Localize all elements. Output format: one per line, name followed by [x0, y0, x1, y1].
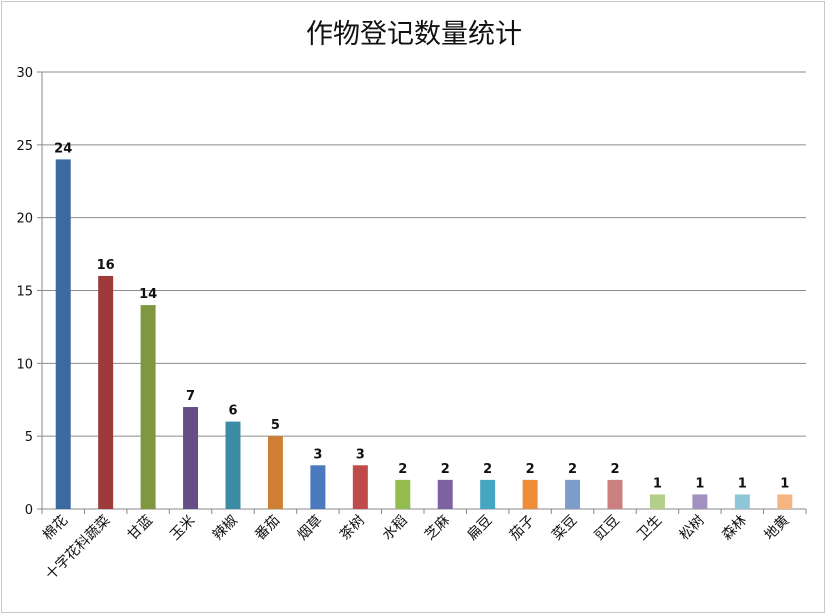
y-tick-label: 15: [16, 285, 33, 300]
bar: [55, 159, 71, 509]
data-label: 16: [97, 258, 115, 273]
category-label: 芝麻: [422, 513, 453, 544]
category-label: 森林: [719, 513, 750, 544]
category-label: 玉米: [167, 513, 198, 544]
bar: [352, 465, 368, 509]
bar: [522, 479, 538, 509]
bar: [267, 436, 283, 509]
bars: 24 16 14 7 6 5 3 3 2 2 2 2 2 2 1 1 1 1: [54, 141, 793, 509]
y-tick-label: 25: [16, 139, 33, 154]
bar: [649, 494, 665, 509]
bar: [734, 494, 750, 509]
y-tick-label: 10: [16, 357, 33, 372]
data-label: 2: [398, 462, 407, 477]
y-axis: 0 5 10 15 20 25 30: [16, 66, 43, 518]
category-label: 卫生: [634, 513, 665, 544]
bar: [225, 421, 241, 509]
data-label: 2: [526, 462, 535, 477]
y-tick-label: 5: [25, 430, 33, 445]
data-label: 3: [313, 447, 322, 462]
bar: [395, 479, 411, 509]
category-label: 茄子: [506, 512, 538, 544]
bar: [692, 494, 708, 509]
category-label: 地黄: [761, 512, 793, 544]
data-label: 2: [568, 462, 577, 477]
bar: [183, 407, 199, 509]
bar: [437, 479, 453, 509]
category-label: 番茄: [251, 512, 283, 544]
data-label: 14: [139, 287, 157, 302]
category-label: 烟草: [295, 513, 326, 544]
data-label: 5: [271, 418, 280, 433]
data-label: 1: [738, 476, 747, 491]
category-label: 扁豆: [464, 513, 495, 544]
category-label: 甘蓝: [125, 513, 156, 544]
y-tick-label: 30: [16, 66, 33, 81]
y-tick-label: 0: [25, 503, 33, 518]
bar: [98, 275, 114, 509]
data-label: 6: [228, 404, 237, 419]
data-label: 3: [356, 447, 365, 462]
category-label: 菜豆: [549, 513, 580, 544]
category-label: 水稻: [379, 513, 410, 544]
bar: [565, 479, 581, 509]
category-label: 茶树: [337, 513, 368, 544]
category-label: 辣椒: [210, 513, 241, 544]
bar: [140, 305, 156, 509]
bar: [480, 479, 496, 509]
chart-title: 作物登记数量统计: [306, 19, 522, 50]
y-tick-label: 20: [16, 212, 33, 227]
bar: [310, 465, 326, 509]
data-label: 7: [186, 389, 195, 404]
data-label: 1: [780, 476, 789, 491]
bar: [777, 494, 793, 509]
data-label: 1: [695, 476, 704, 491]
bar: [607, 479, 623, 509]
category-label: 棉花: [39, 512, 71, 544]
data-label: 2: [610, 462, 619, 477]
data-label: 1: [653, 476, 662, 491]
data-label: 24: [54, 141, 72, 156]
data-label: 2: [441, 462, 450, 477]
category-label: 松树: [677, 513, 708, 544]
category-label: 豇豆: [592, 513, 623, 544]
data-label: 2: [483, 462, 492, 477]
